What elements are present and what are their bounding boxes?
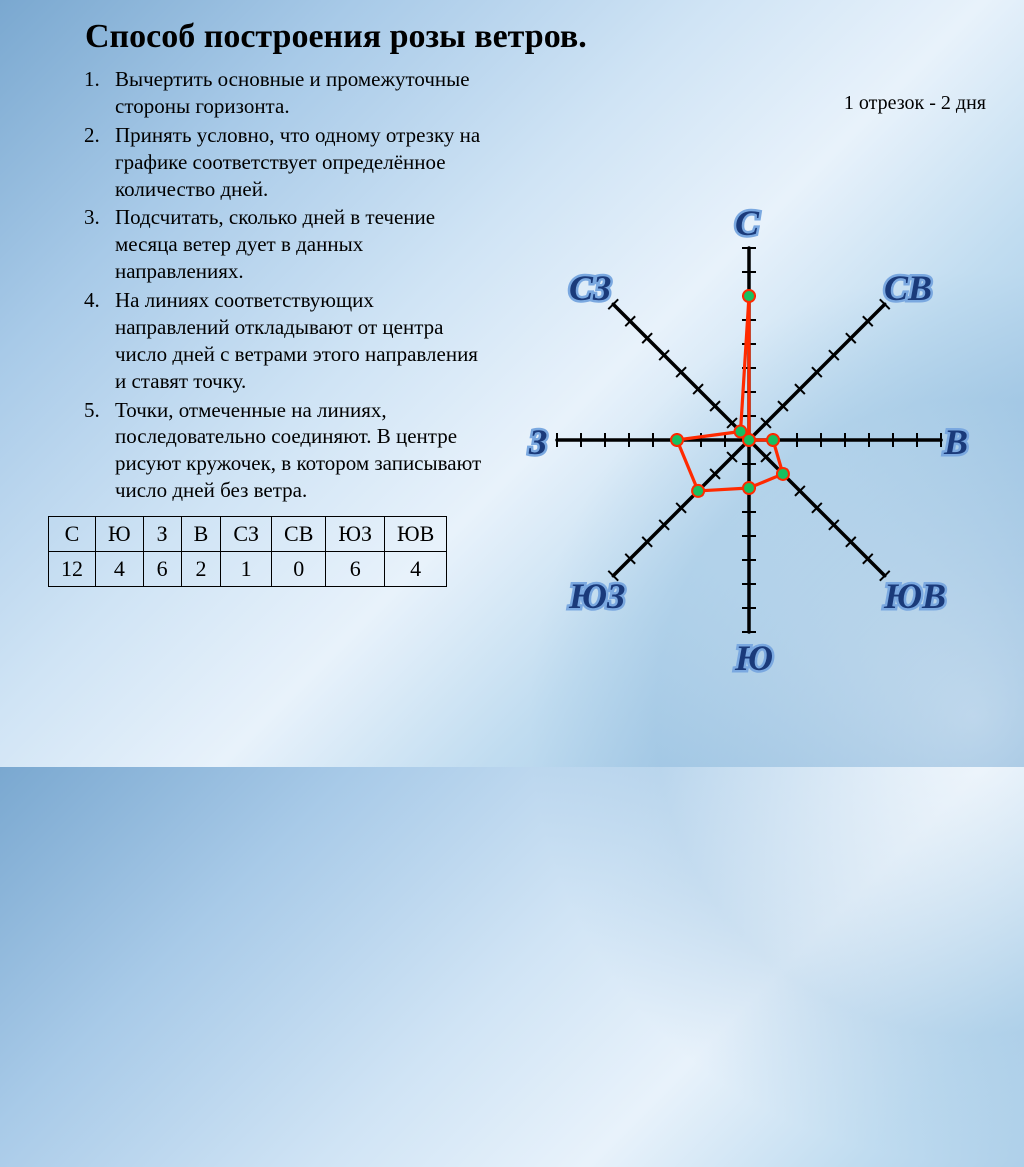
table-value-cell: 6 [326,552,385,587]
table-header-cell: ЮЗ [326,517,385,552]
table-value-cell: 0 [272,552,326,587]
table-header-cell: СЗ [221,517,272,552]
wind-rose-diagram: СССВСВВВЮВЮВЮЮЮЗЮЗЗЗСЗСЗ [489,80,1009,720]
table-value-cell: 6 [143,552,181,587]
svg-text:С: С [735,203,760,243]
step-item: Принять условно, что одному отрезку на г… [105,122,485,203]
table-value-cell: 4 [96,552,144,587]
step-item: На линиях соответствующих направлений от… [105,287,485,395]
svg-text:ЮЗ: ЮЗ [568,576,625,616]
step-item: Подсчитать, сколько дней в течение месяц… [105,204,485,285]
svg-text:З: З [528,422,547,462]
table-value-cell: 4 [385,552,447,587]
table-value-cell: 2 [181,552,221,587]
table-header-cell: З [143,517,181,552]
table-header-cell: С [49,517,96,552]
table-header-cell: В [181,517,221,552]
step-item: Точки, отмеченные на линиях, последовате… [105,397,485,505]
wind-data-table: СЮЗВСЗСВЮЗЮВ 124621064 [48,516,447,587]
slide-title: Способ построения розы ветров. [85,18,994,56]
table-value-cell: 1 [221,552,272,587]
svg-text:СЗ: СЗ [569,268,611,308]
svg-text:Ю: Ю [734,638,773,678]
step-item: Вычертить основные и промежуточные сторо… [105,66,485,120]
steps-list: Вычертить основные и промежуточные сторо… [30,66,485,504]
svg-text:В: В [943,422,968,462]
table-header-cell: СВ [272,517,326,552]
table-header-cell: ЮВ [385,517,447,552]
svg-text:СВ: СВ [884,268,932,308]
table-value-cell: 12 [49,552,96,587]
svg-text:ЮВ: ЮВ [883,576,946,616]
table-header-cell: Ю [96,517,144,552]
